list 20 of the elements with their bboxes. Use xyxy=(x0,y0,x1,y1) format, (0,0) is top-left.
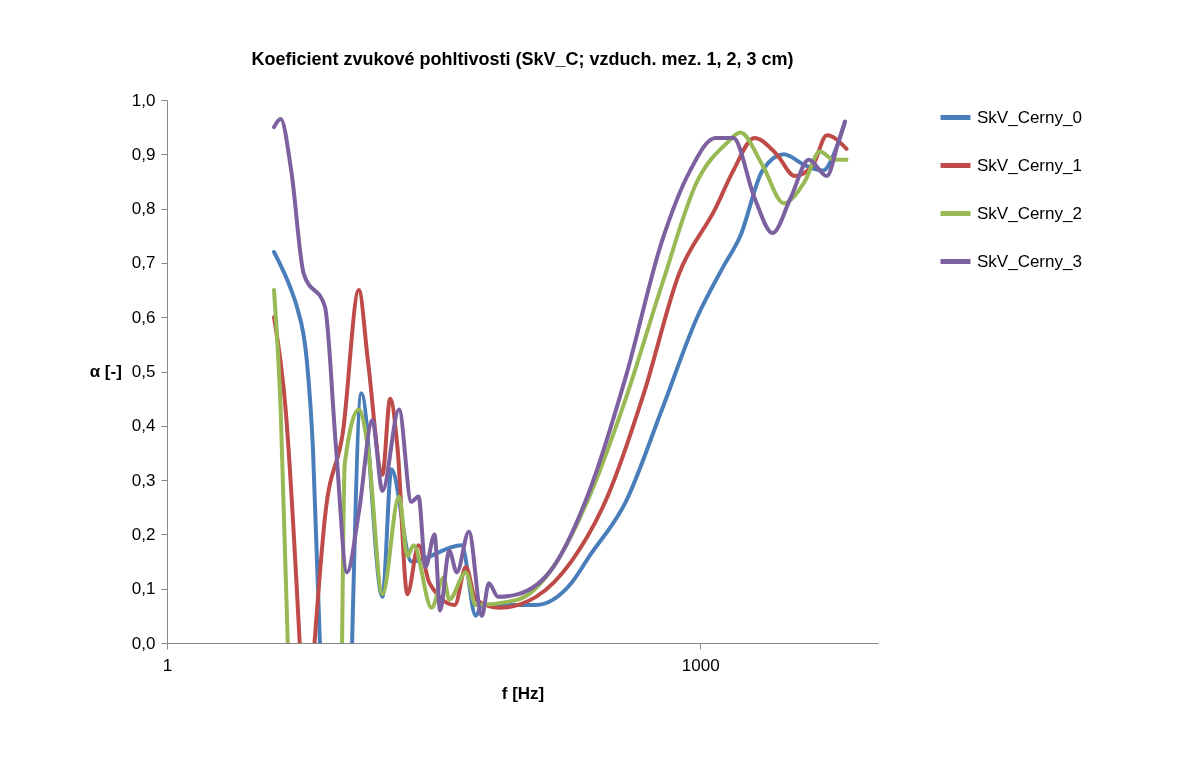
legend-label: SkV_Cerny_3 xyxy=(977,251,1082,271)
y-tick-label: 1,0 xyxy=(131,90,156,110)
y-tick-label: 0,0 xyxy=(131,633,156,653)
legend-label: SkV_Cerny_1 xyxy=(977,155,1082,175)
y-axis-title: α [-] xyxy=(89,362,122,381)
x-tick-label: 1 xyxy=(162,655,173,675)
y-tick-label: 0,5 xyxy=(131,362,156,381)
y-tick-label: 0,7 xyxy=(131,253,156,273)
chart-title: Koeficient zvukové pohltivosti (SkV_C; vzduch. mez. 1, 2, 3 cm) xyxy=(251,49,794,69)
legend-label: SkV_Cerny_2 xyxy=(977,203,1082,223)
y-tick-label: 0,9 xyxy=(131,144,156,164)
y-tick-label: 0,2 xyxy=(131,524,156,544)
y-tick-label: 0,6 xyxy=(131,307,156,327)
y-tick-label: 0,1 xyxy=(131,579,156,599)
y-tick-label: 0,8 xyxy=(131,199,156,219)
y-tick-label: 0,3 xyxy=(131,470,156,490)
x-axis-title: f [Hz] xyxy=(501,683,545,703)
y-tick-label: 0,4 xyxy=(131,416,156,436)
legend-label: SkV_Cerny_0 xyxy=(977,107,1082,127)
x-tick-label: 1000 xyxy=(681,655,720,675)
